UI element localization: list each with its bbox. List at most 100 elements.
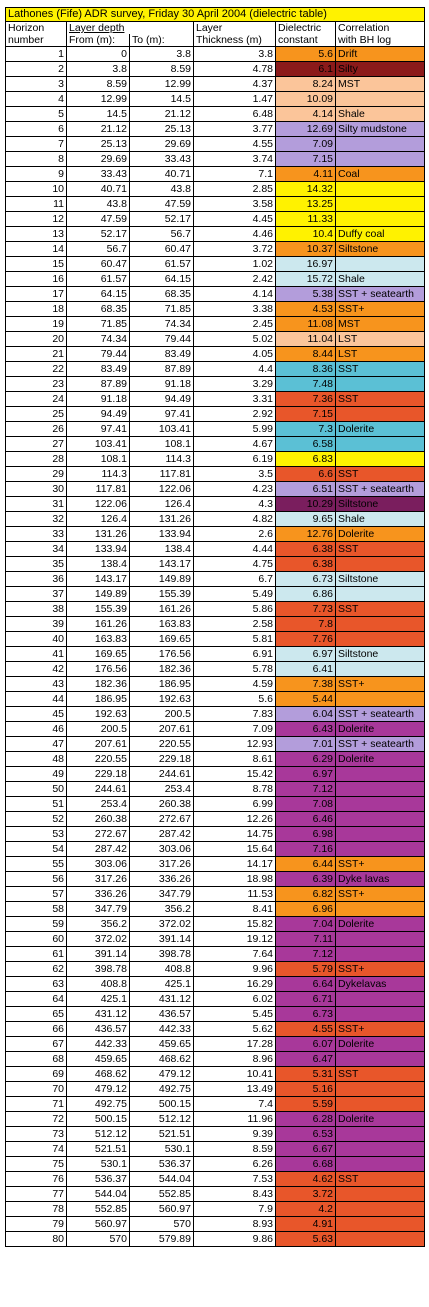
correlation-cell [334, 1231, 426, 1247]
thickness-cell: 8.61 [193, 751, 276, 767]
table-row: 43 182.36 186.95 4.59 7.38 SST+ [5, 676, 426, 692]
depth-from-cell: 442.33 [66, 1036, 130, 1052]
depth-from-cell: 79.44 [66, 346, 130, 362]
depth-from-cell: 220.55 [66, 751, 130, 767]
dielectric-cell: 6.97 [275, 766, 336, 782]
thickness-cell: 14.17 [193, 856, 276, 872]
correlation-cell [334, 1081, 426, 1097]
table-row: 20 74.34 79.44 5.02 11.04 LST [5, 331, 426, 347]
depth-to-cell: 530.1 [129, 1141, 194, 1157]
depth-from-cell: 12.99 [66, 91, 130, 107]
depth-to-cell: 131.26 [129, 511, 194, 527]
depth-to-cell: 398.78 [129, 946, 194, 962]
horizon-number-cell: 19 [5, 316, 67, 332]
horizon-number-cell: 38 [5, 601, 67, 617]
horizon-number-cell: 18 [5, 301, 67, 317]
depth-to-cell: 425.1 [129, 976, 194, 992]
horizon-number-cell: 75 [5, 1156, 67, 1172]
depth-to-cell: 79.44 [129, 331, 194, 347]
header-horizon: Horizon [5, 21, 67, 34]
horizon-number-cell: 55 [5, 856, 67, 872]
depth-to-cell: 220.55 [129, 736, 194, 752]
depth-from-cell: 94.49 [66, 406, 130, 422]
depth-to-cell: 431.12 [129, 991, 194, 1007]
table-row: 22 83.49 87.89 4.4 8.36 SST [5, 361, 426, 377]
depth-from-cell: 56.7 [66, 241, 130, 257]
correlation-cell: Dolerite [334, 751, 426, 767]
horizon-number-cell: 37 [5, 586, 67, 602]
thickness-cell: 10.41 [193, 1066, 276, 1082]
thickness-cell: 4.05 [193, 346, 276, 362]
thickness-cell: 6.19 [193, 451, 276, 467]
depth-from-cell: 560.97 [66, 1216, 130, 1232]
depth-from-cell: 347.79 [66, 901, 130, 917]
horizon-number-cell: 27 [5, 436, 67, 452]
depth-from-cell: 83.49 [66, 361, 130, 377]
depth-to-cell: 12.99 [129, 76, 194, 92]
table-row: 63 408.8 425.1 16.29 6.64 Dykelavas [5, 976, 426, 992]
depth-to-cell: 468.62 [129, 1051, 194, 1067]
table-row: 76 536.37 544.04 7.53 4.62 SST [5, 1171, 426, 1187]
dielectric-cell: 7.36 [275, 391, 336, 407]
depth-from-cell: 163.83 [66, 631, 130, 647]
correlation-cell: SST + seatearth [334, 736, 426, 752]
correlation-cell [334, 901, 426, 917]
depth-from-cell: 103.41 [66, 436, 130, 452]
depth-from-cell: 200.5 [66, 721, 130, 737]
thickness-cell: 7.83 [193, 706, 276, 722]
thickness-cell: 8.78 [193, 781, 276, 797]
correlation-cell: LST [334, 346, 426, 362]
table-row: 51 253.4 260.38 6.99 7.08 [5, 796, 426, 812]
thickness-cell: 3.29 [193, 376, 276, 392]
depth-from-cell: 408.8 [66, 976, 130, 992]
depth-to-cell: 40.71 [129, 166, 194, 182]
depth-to-cell: 29.69 [129, 136, 194, 152]
dielectric-cell: 7.48 [275, 376, 336, 392]
thickness-cell: 6.7 [193, 571, 276, 587]
thickness-cell: 14.75 [193, 826, 276, 842]
horizon-number-cell: 12 [5, 211, 67, 227]
depth-from-cell: 87.89 [66, 376, 130, 392]
depth-from-cell: 398.78 [66, 961, 130, 977]
correlation-cell [334, 616, 426, 632]
thickness-cell: 3.77 [193, 121, 276, 137]
horizon-number-cell: 48 [5, 751, 67, 767]
correlation-cell: Dolerite [334, 1111, 426, 1127]
dielectric-cell: 6.73 [275, 1006, 336, 1022]
horizon-number-cell: 79 [5, 1216, 67, 1232]
header-layer-depth-label: Layer depth [69, 22, 125, 34]
depth-to-cell: 521.51 [129, 1126, 194, 1142]
correlation-cell: Duffy coal [334, 226, 426, 242]
depth-from-cell: 21.12 [66, 121, 130, 137]
depth-to-cell: 161.26 [129, 601, 194, 617]
depth-to-cell: 68.35 [129, 286, 194, 302]
header-dielectric: Dielectric [275, 21, 336, 34]
depth-to-cell: 303.06 [129, 841, 194, 857]
thickness-cell: 4.82 [193, 511, 276, 527]
depth-to-cell: 43.8 [129, 181, 194, 197]
depth-to-cell: 272.67 [129, 811, 194, 827]
dielectric-cell: 6.39 [275, 871, 336, 887]
table-row: 19 71.85 74.34 2.45 11.08 MST [5, 316, 426, 332]
depth-from-cell: 570 [66, 1231, 130, 1247]
correlation-cell [334, 196, 426, 212]
depth-from-cell: 138.4 [66, 556, 130, 572]
horizon-number-cell: 10 [5, 181, 67, 197]
horizon-number-cell: 29 [5, 466, 67, 482]
table-row: 71 492.75 500.15 7.4 5.59 [5, 1096, 426, 1112]
dielectric-cell: 5.6 [275, 46, 336, 62]
depth-from-cell: 8.59 [66, 76, 130, 92]
depth-from-cell: 122.06 [66, 496, 130, 512]
correlation-cell: Silty mudstone [334, 121, 426, 137]
correlation-cell: Dolerite [334, 526, 426, 542]
dielectric-cell: 4.91 [275, 1216, 336, 1232]
correlation-cell: SST+ [334, 1021, 426, 1037]
dielectric-cell: 7.11 [275, 931, 336, 947]
correlation-cell: Shale [334, 106, 426, 122]
dielectric-cell: 10.37 [275, 241, 336, 257]
depth-to-cell: 14.5 [129, 91, 194, 107]
table-row: 61 391.14 398.78 7.64 7.12 [5, 946, 426, 962]
depth-from-cell: 317.26 [66, 871, 130, 887]
table-row: 45 192.63 200.5 7.83 6.04 SST + seatearth [5, 706, 426, 722]
correlation-cell [334, 1186, 426, 1202]
